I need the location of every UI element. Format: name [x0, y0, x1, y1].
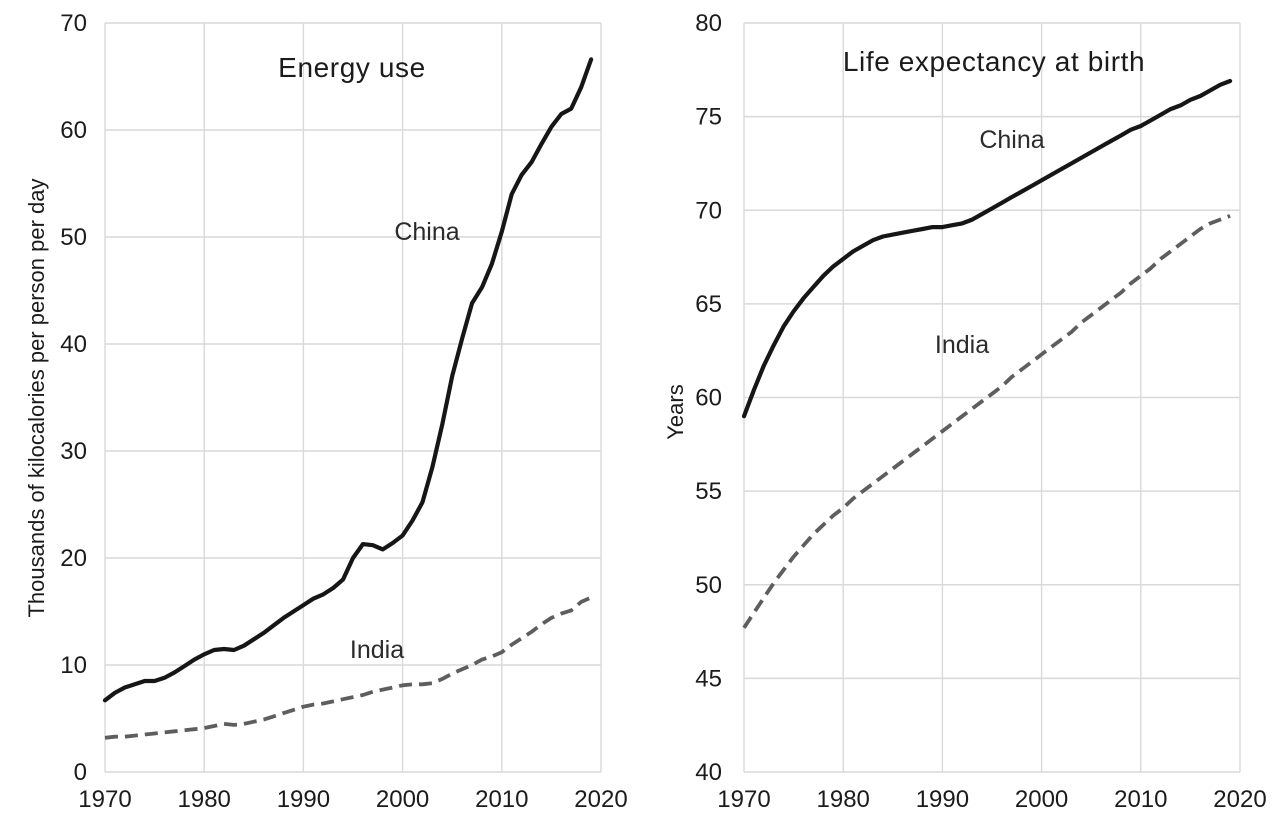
y-tick-label: 70 — [695, 197, 722, 224]
y-tick-label: 60 — [695, 385, 722, 412]
x-tick-label: 1970 — [717, 786, 770, 813]
y-tick-label: 40 — [695, 759, 722, 786]
life-expectancy-china-series-label: China — [979, 126, 1045, 154]
y-tick-label: 40 — [60, 331, 87, 358]
x-tick-label: 1970 — [78, 786, 131, 813]
x-tick-label: 1980 — [817, 786, 870, 813]
y-tick-label: 45 — [695, 665, 722, 692]
x-tick-label: 2010 — [1114, 786, 1167, 813]
y-tick-label: 80 — [695, 10, 722, 37]
y-tick-label: 50 — [60, 224, 87, 251]
x-tick-label: 1990 — [916, 786, 969, 813]
energy-china-line — [102, 57, 594, 703]
energy-y-axis-label: Thousands of kilocalories per person per… — [24, 178, 49, 618]
life-expectancy-chart-title: Life expectancy at birth — [842, 46, 1146, 77]
life-expectancy-india-series-label: India — [934, 331, 990, 359]
x-tick-label: 2000 — [1015, 786, 1068, 813]
energy-chart-title: Energy use — [278, 52, 426, 83]
y-tick-label: 0 — [74, 759, 87, 786]
y-tick-label: 75 — [695, 104, 722, 131]
x-tick-label: 2020 — [1213, 786, 1266, 813]
y-tick-label: 20 — [60, 545, 87, 572]
energy-india-series-label: India — [349, 636, 405, 664]
y-tick-label: 30 — [60, 438, 87, 465]
y-tick-label: 50 — [695, 572, 722, 599]
energy-india-line — [104, 595, 592, 740]
x-tick-label: 1990 — [277, 786, 330, 813]
x-tick-label: 2010 — [475, 786, 528, 813]
x-tick-label: 2000 — [376, 786, 429, 813]
y-tick-label: 70 — [60, 10, 87, 37]
y-tick-label: 55 — [695, 478, 722, 505]
life-expectancy-india-line — [742, 214, 1231, 629]
y-tick-label: 60 — [60, 117, 87, 144]
life-expectancy-china-line — [741, 78, 1233, 419]
x-tick-label: 1980 — [178, 786, 231, 813]
life-expectancy-y-axis-label: Years — [663, 384, 688, 440]
y-tick-label: 65 — [695, 291, 722, 318]
y-tick-label: 10 — [60, 652, 87, 679]
energy-china-series-label: China — [394, 218, 460, 246]
life-expectancy-plot: 40 45 50 55 60 65 70 75 80 1970 1980 1990 2000 2010 20… — [695, 10, 1266, 813]
x-tick-label: 2020 — [574, 786, 627, 813]
energy-plot: 0 10 20 30 40 50 60 70 1970 1980 1990 2000 2010 2020 — [60, 10, 627, 813]
